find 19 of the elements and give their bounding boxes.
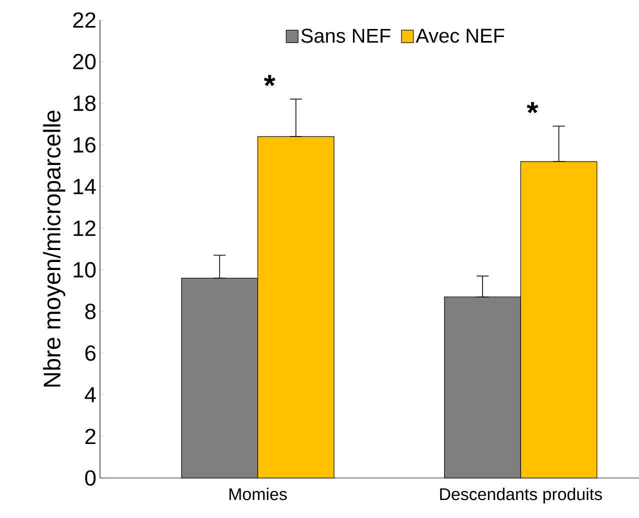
- annotation: *: [526, 102, 538, 114]
- y-tick-label: 6: [85, 345, 96, 361]
- y-tick-label: 8: [85, 304, 96, 320]
- y-tick-label: 4: [84, 387, 96, 402]
- y-tick-label: 2: [85, 428, 96, 444]
- y-tick-label: 20: [73, 54, 96, 70]
- y-tick-label: 22: [73, 12, 96, 28]
- x-tick-label: Momies: [230, 488, 287, 500]
- y-tick-label: 18: [74, 96, 96, 112]
- y-tick-label: 12: [74, 220, 96, 236]
- x-tick-label: Descendants produits: [440, 488, 602, 504]
- y-tick-label: 0: [85, 470, 96, 486]
- legend-label: Avec NEF: [416, 28, 504, 43]
- y-tick-label: 16: [74, 137, 96, 153]
- legend-label: Sans NEF: [301, 28, 390, 43]
- y-axis-title: Nbre moyen/microparcelle: [42, 110, 66, 387]
- y-tick-label: 10: [74, 262, 96, 278]
- annotation: *: [264, 75, 276, 86]
- y-tick-label: 14: [74, 179, 96, 194]
